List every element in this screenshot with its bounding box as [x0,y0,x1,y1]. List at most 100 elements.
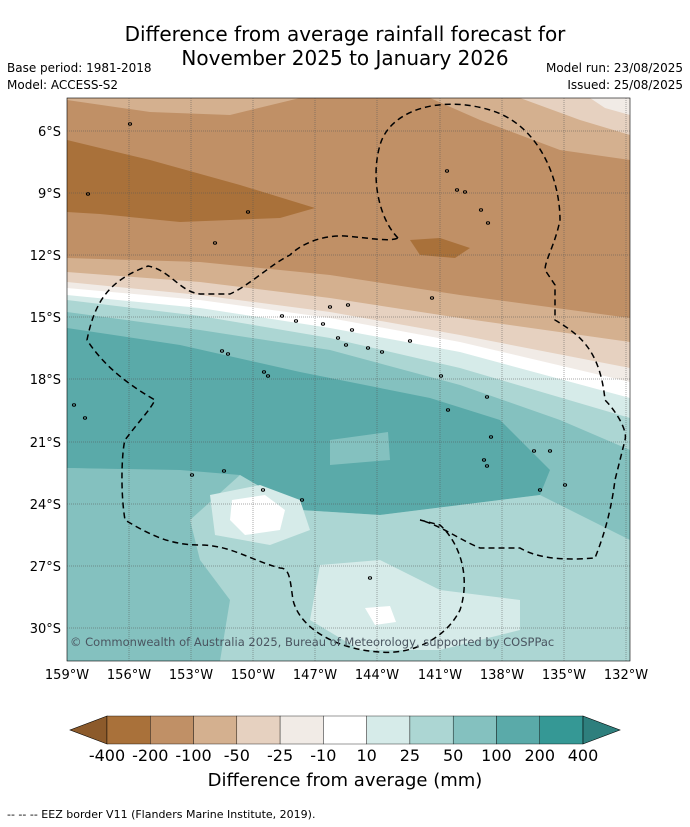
field-south-neutral-spot [230,495,285,535]
colorbar-segment [279,715,324,745]
island-outline [444,169,450,173]
island-outline [438,374,444,378]
island-outline [365,346,371,350]
island-outline [562,483,568,487]
colorbar-tick-label: -50 [224,746,250,765]
colorbar-segment [409,715,454,745]
island-outline [265,374,271,378]
island-outline [212,241,218,245]
colorbar-tick-label: 50 [443,746,463,765]
field-band-p100 [67,328,550,515]
lon-label: 147°W [293,668,337,683]
base-period: Base period: 1981-2018 [7,61,152,75]
field-top-right-2 [520,98,630,135]
lat-label: 15°S [30,311,61,326]
colorbar-tick-label: 200 [524,746,555,765]
field-wet-hole [330,432,390,465]
field-south-neutral-2 [365,606,396,625]
lon-label: 153°W [169,668,213,683]
lon-label: 135°W [542,668,586,683]
colorbar-segment [106,715,151,745]
colorbar-tick-label: 400 [568,746,599,765]
island-outline [485,221,491,225]
lat-label: 9°S [38,187,61,202]
colorbar-tick-label: -100 [175,746,211,765]
colorbar-segment [366,715,411,745]
lat-label: 27°S [30,560,61,575]
colorbar-segment [193,715,238,745]
field-top-right-3 [590,98,630,115]
island-outline [320,322,326,326]
island-outline [478,208,484,212]
island-outline [345,303,351,307]
colorbar-segment [539,715,584,745]
island-outline [488,435,494,439]
lon-label: 132°W [604,668,648,683]
field-nw-light [67,98,300,115]
island-outline [537,488,543,492]
map-fields [67,98,630,661]
colorbar-tick-label: -10 [310,746,336,765]
island-outline [127,122,133,126]
map-frame [66,97,631,662]
lon-label: 150°W [231,668,275,683]
island-outline [82,416,88,420]
lon-label: 141°W [418,668,462,683]
map-title: Difference from average rainfall forecas… [0,22,690,70]
island-outline [343,343,349,347]
model-name: Model: ACCESS-S2 [7,78,119,92]
eez-borders [86,103,627,654]
island-outline [245,210,251,214]
title-line-2: November 2025 to January 2026 [181,46,509,70]
island-outline [367,576,373,580]
island-outline [85,192,91,196]
island-outline [454,188,460,192]
lat-label: 12°S [30,249,61,264]
island-outline [71,403,77,407]
lat-label: 21°S [30,436,61,451]
colorbar-segment [496,715,540,745]
island-outline [293,319,299,323]
island-outline [484,464,490,468]
lat-label: 24°S [30,498,61,513]
meta-right: Model run: 23/08/2025 Issued: 25/08/2025 [546,60,683,94]
islands [71,122,568,580]
colorbar-label: Difference from average (mm) [207,770,483,791]
island-outline [221,469,227,473]
copyright-notice: © Commonwealth of Australia 2025, Bureau… [70,635,554,649]
model-run: Model run: 23/08/2025 [545,61,683,75]
island-outline [225,352,231,356]
island-outline [445,408,451,412]
colorbar-tick-label: -200 [132,746,168,765]
meta-left: Base period: 1981-2018 Model: ACCESS-S2 [7,60,152,94]
island-outline [547,449,553,453]
island-outline [531,449,537,453]
island-outline [327,305,333,309]
island-outline [260,488,266,492]
colorbar-tick-label: 10 [356,746,376,765]
island-outline [189,473,195,477]
lon-label: 144°W [355,668,399,683]
colorbar-segment [236,715,281,745]
lon-label: 159°W [45,668,89,683]
island-outline [481,458,487,462]
colorbar-tick-label: 25 [400,746,420,765]
lat-label: 18°S [30,373,61,388]
eez-border-path [86,103,627,654]
colorbar-tick-labels: -400 -200 -100 -50 -25 -10 10 25 50 100 200 400 [89,746,598,765]
island-outline [219,349,225,353]
eez-legend-text: -- -- -- EEZ border V11 (Flanders Marine… [7,808,316,821]
lat-label: 30°S [30,622,61,637]
colorbar-tick-label: -25 [267,746,293,765]
field-sw-p50 [67,468,240,661]
longitude-labels: 159°W 156°W 153°W 150°W 147°W 144°W 141°W 138°W… [45,668,648,683]
lat-label: 6°S [38,125,61,140]
issued-date: Issued: 25/08/2025 [567,78,683,92]
colorbar-segment [452,715,497,745]
island-outline [484,395,490,399]
colorbar-segment [150,715,194,745]
colorbar-tick-label: 100 [481,746,512,765]
island-outline [429,296,435,300]
island-outline [379,350,385,354]
